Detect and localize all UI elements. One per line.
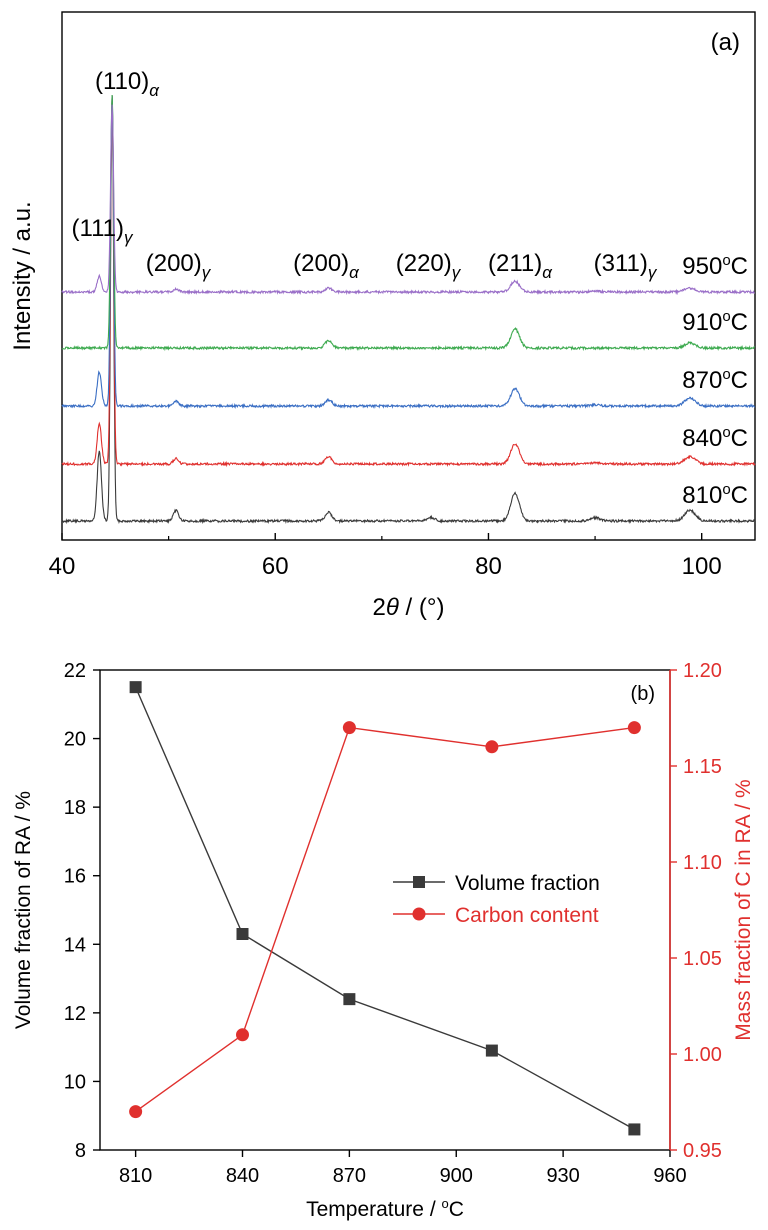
panel-b-y-tick-label: 18 <box>64 797 86 819</box>
xrd-series-line <box>61 95 756 410</box>
panel-b-x-tick-label: 840 <box>226 1165 259 1187</box>
peak-label: (211)α <box>488 250 553 282</box>
legend-label: Volume fraction <box>455 872 600 895</box>
panel-b-ylabel: Volume fraction of RA / % <box>12 791 35 1029</box>
xrd-series-line <box>61 95 756 468</box>
peak-label: (200)γ <box>146 250 212 282</box>
panel-a-ylabel: Intensity / a.u. <box>9 201 36 350</box>
panel-b-y-tick-label: 20 <box>64 729 86 751</box>
data-point-square <box>236 928 249 940</box>
panel-a-label: (a) <box>711 29 740 56</box>
xrd-series-label: 870oC <box>682 366 748 394</box>
panel-b-x-tick-label: 870 <box>333 1165 366 1187</box>
panel-a-frame <box>61 11 756 541</box>
panel-a-xlabel: 2θ / (°) <box>373 594 445 621</box>
xrd-series-label: 950oC <box>682 252 748 280</box>
data-point-circle <box>342 721 356 735</box>
panel-b-y2-tick-label: 1.00 <box>683 1044 722 1066</box>
panel-b-x-tick-label: 930 <box>546 1165 579 1187</box>
legend-label: Carbon content <box>455 904 599 927</box>
panel-b-xlabel: Temperature / oC <box>306 1196 464 1221</box>
panel-b-y2-tick-label: 1.10 <box>683 852 722 874</box>
panel-b: 810 840 870 900 930 9608101214161820220.951.0… <box>12 660 755 1221</box>
xrd-series-label: 840oC <box>682 424 748 452</box>
panel-b-x-tick-label: 960 <box>653 1165 686 1187</box>
peak-label: (200)α <box>293 250 360 282</box>
data-point-square <box>628 1123 641 1136</box>
data-point-circle <box>485 740 499 754</box>
peak-label: (110)α <box>95 68 160 100</box>
xrd-series-line <box>61 95 756 525</box>
legend-marker-square <box>413 876 425 888</box>
panel-b-label: (b) <box>631 683 655 705</box>
panel-b-y-tick-label: 22 <box>64 660 86 682</box>
panel-a: 40 60 80 100 2θ / (°) Intensity / a.u. (a) 810o… <box>9 11 756 621</box>
xrd-series-label: 810oC <box>682 481 748 509</box>
data-point-circle <box>129 1105 143 1119</box>
panel-b-y-tick-label: 10 <box>64 1071 86 1093</box>
data-point-circle <box>627 721 641 735</box>
data-point-square <box>485 1044 498 1057</box>
panel-a-tick-label: 80 <box>475 553 502 580</box>
panel-b-ylabel-right: Mass fraction of C in RA / % <box>732 779 755 1040</box>
panel-b-y2-tick-label: 0.95 <box>683 1140 722 1162</box>
panel-b-x-tick-label: 810 <box>119 1165 152 1187</box>
legend: Volume fraction Carbon content <box>393 872 600 927</box>
peak-label: (220)γ <box>396 250 462 282</box>
panel-b-y-tick-label: 8 <box>75 1140 86 1162</box>
panel-b-y2-tick-label: 1.20 <box>683 660 722 682</box>
panel-a-tick-label: 100 <box>682 553 722 580</box>
panel-b-y-tick-label: 16 <box>64 866 86 888</box>
xrd-series-label: 910oC <box>682 308 748 336</box>
data-point-square <box>129 681 142 694</box>
panel-a-tick-label: 40 <box>49 553 76 580</box>
xrd-series-line <box>61 94 756 352</box>
peak-label: (111)γ <box>72 215 134 247</box>
panel-b-x-tick-label: 900 <box>440 1165 473 1187</box>
panel-b-y-tick-label: 14 <box>64 934 86 956</box>
data-point-circle <box>236 1028 249 1042</box>
data-point-square <box>343 993 356 1006</box>
legend-marker-circle <box>412 907 426 921</box>
panel-b-y2-tick-label: 1.15 <box>683 756 722 778</box>
panel-a-tick-label: 60 <box>262 553 289 580</box>
xrd-series-line <box>61 104 756 296</box>
peak-label: (311)γ <box>594 250 658 282</box>
panel-b-y2-tick-label: 1.05 <box>683 948 722 970</box>
panel-b-y-tick-label: 12 <box>64 1003 86 1025</box>
